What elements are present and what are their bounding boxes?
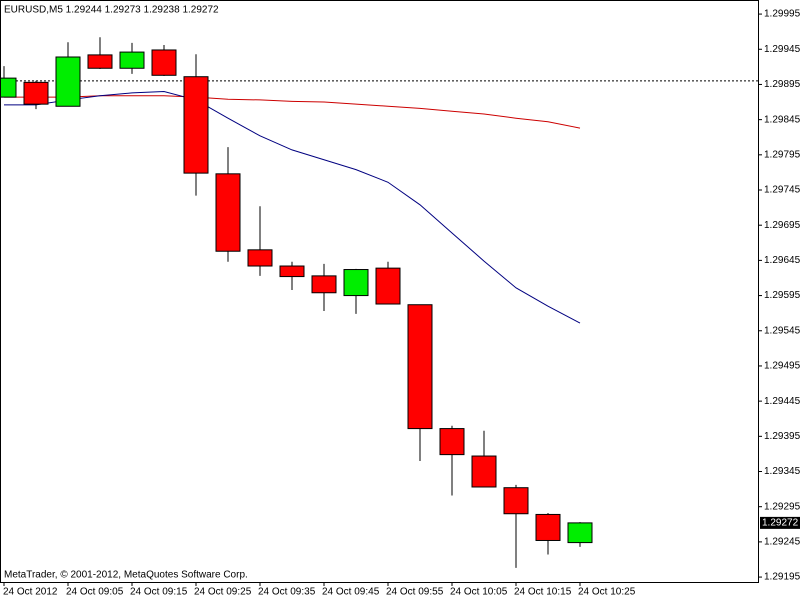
x-tick-label: 24 Oct 10:15 [514, 587, 572, 598]
price-box [760, 516, 800, 529]
candle-body [567, 522, 593, 544]
y-tick-label: 1.29345 [764, 466, 800, 477]
candle-body [343, 269, 369, 297]
candle-body [407, 304, 433, 430]
candle-body [247, 249, 273, 267]
candle-body [279, 265, 305, 278]
y-tick-label: 1.29895 [764, 79, 800, 90]
x-tick-label: 24 Oct 09:15 [130, 587, 188, 598]
x-tick-label: 24 Oct 09:25 [194, 587, 252, 598]
y-tick-label: 1.29945 [764, 44, 800, 55]
x-tick-label: 24 Oct 10:05 [450, 587, 508, 598]
x-tick-label: 24 Oct 09:55 [386, 587, 444, 598]
x-tick-label: 24 Oct 09:45 [322, 587, 380, 598]
candle-body [183, 76, 209, 174]
candle-body [471, 455, 497, 488]
candle-body [375, 267, 401, 305]
y-tick-label: 1.29295 [764, 501, 800, 512]
x-tick-label: 24 Oct 2012 [3, 587, 58, 598]
y-tick-label: 1.29245 [764, 537, 800, 548]
y-tick-label: 1.29795 [764, 149, 800, 160]
moving-average [4, 90, 581, 324]
candle-body [215, 173, 241, 252]
candle-body [55, 56, 81, 107]
x-tick-label: 24 Oct 10:25 [578, 587, 636, 598]
candle-body [23, 81, 49, 105]
candle-body [439, 428, 465, 456]
candle-body [503, 487, 529, 515]
price-label: 1.29272 [762, 518, 799, 529]
candle-body [0, 77, 17, 98]
footer: MetaTrader, © 2001-2012, MetaQuotes Soft… [4, 570, 248, 581]
y-tick-label: 1.29695 [764, 220, 800, 231]
y-tick-label: 1.29445 [764, 396, 800, 407]
y-tick-label: 1.29995 [764, 9, 800, 20]
y-tick-label: 1.29745 [764, 185, 800, 196]
x-tick-label: 24 Oct 09:35 [258, 587, 316, 598]
y-tick-label: 1.29595 [764, 290, 800, 301]
plot-area [0, 37, 758, 568]
chart-title: EURUSD,M5 1.29244 1.29273 1.29238 1.2927… [4, 5, 219, 16]
candle-body [311, 275, 337, 294]
y-tick-label: 1.29845 [764, 114, 800, 125]
candle-body [119, 51, 145, 69]
candle-body [151, 49, 177, 76]
y-tick-label: 1.29495 [764, 361, 800, 372]
y-tick-label: 1.29195 [764, 572, 800, 583]
candle-body [87, 54, 113, 69]
y-tick-label: 1.29395 [764, 431, 800, 442]
plot-frame [0, 0, 759, 583]
x-tick-label: 24 Oct 09:05 [66, 587, 124, 598]
candle-body [535, 513, 561, 541]
y-tick-label: 1.29545 [764, 325, 800, 336]
y-tick-label: 1.29645 [764, 255, 800, 266]
